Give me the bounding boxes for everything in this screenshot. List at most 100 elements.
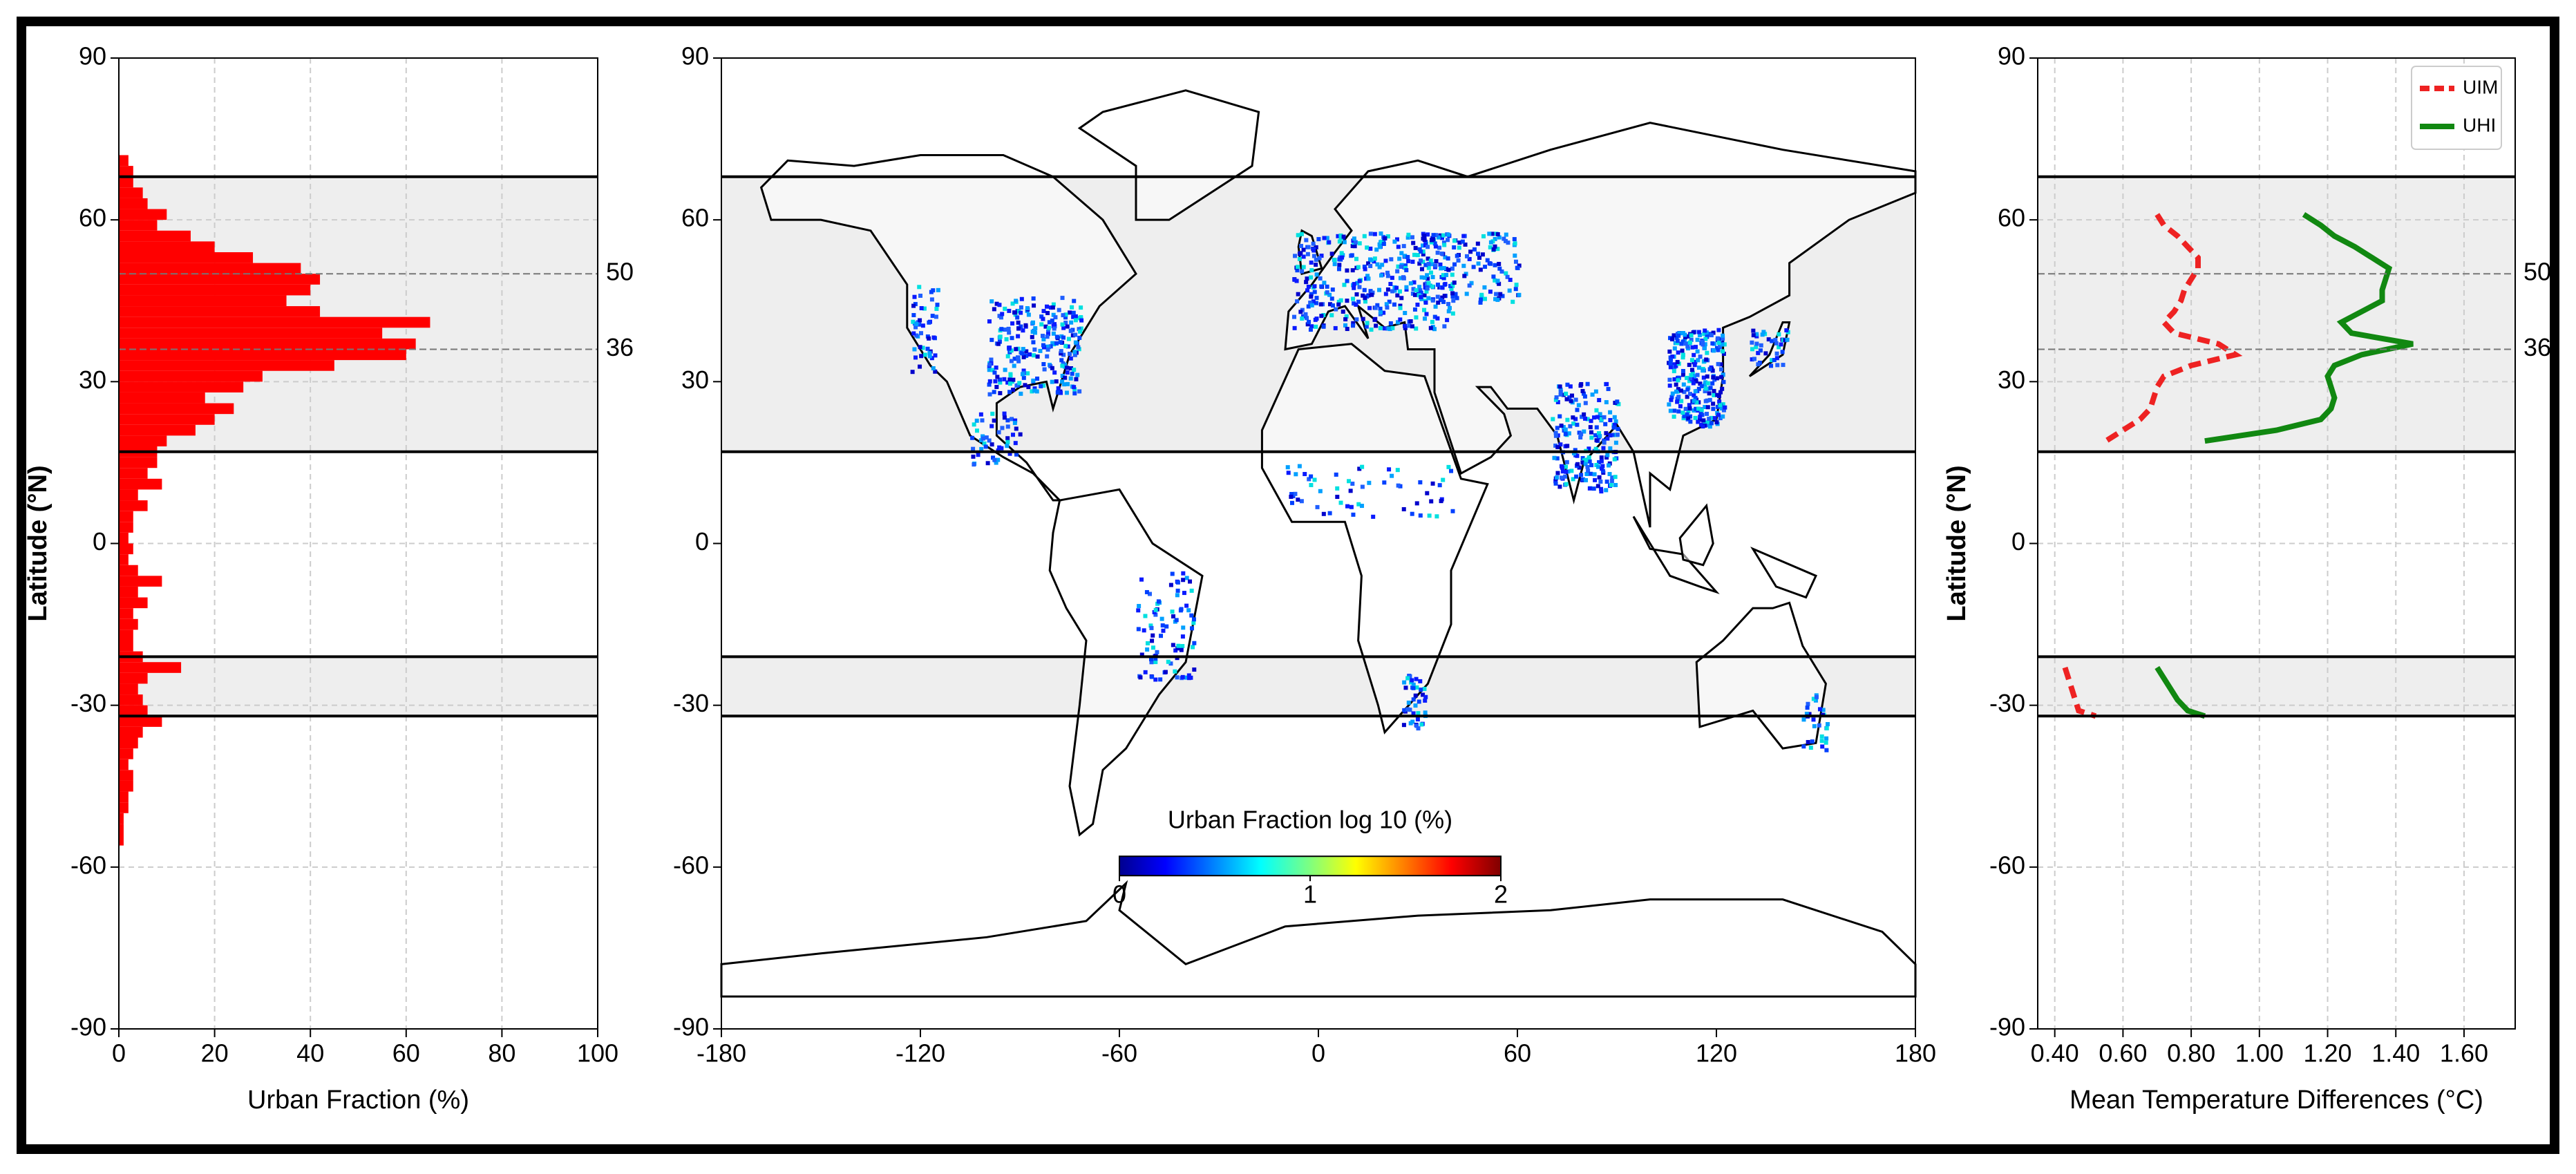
urban-pixel [1150, 638, 1155, 643]
urban-pixel [1719, 375, 1724, 379]
urban-pixel [1347, 479, 1352, 484]
urban-pixel [1812, 723, 1817, 728]
urban-pixel [1010, 336, 1014, 341]
urban-pixel [1703, 337, 1708, 341]
urban-pixel [1032, 347, 1037, 352]
urban-pixel [911, 303, 916, 308]
urban-pixel [1013, 441, 1018, 446]
urban-pixel [1592, 472, 1597, 477]
urban-pixel [1580, 455, 1585, 460]
bar [119, 370, 263, 382]
urban-pixel [1564, 464, 1569, 469]
urban-pixel [982, 441, 987, 446]
urban-pixel [1338, 500, 1343, 505]
urban-pixel [1068, 366, 1073, 370]
urban-pixel [1810, 739, 1815, 744]
bar [119, 360, 334, 371]
urban-pixel [1465, 254, 1470, 258]
urban-pixel [1159, 616, 1164, 621]
urban-pixel [1390, 473, 1394, 478]
urban-pixel [1385, 234, 1390, 239]
coastline [1750, 547, 1818, 599]
urban-pixel [1014, 452, 1019, 457]
urban-pixel [1561, 392, 1566, 397]
urban-pixel [1711, 375, 1716, 380]
urban-pixel [1564, 460, 1569, 464]
urban-pixel [1009, 359, 1014, 363]
urban-pixel [1354, 317, 1359, 322]
urban-pixel [1396, 483, 1401, 488]
urban-pixel [1440, 236, 1445, 240]
urban-pixel [1023, 383, 1027, 388]
urban-pixel [1027, 352, 1032, 357]
urban-pixel [1685, 344, 1690, 349]
urban-pixel [1783, 338, 1788, 343]
urban-pixel [1051, 312, 1056, 317]
bar [119, 155, 129, 167]
urban-pixel [1025, 306, 1030, 311]
urban-pixel [1398, 317, 1403, 322]
urban-pixel [1450, 266, 1455, 271]
urban-pixel [1365, 274, 1370, 278]
urban-pixel [1499, 269, 1504, 274]
urban-pixel [1583, 401, 1588, 406]
coastline [1678, 503, 1714, 567]
urban-pixel [1565, 382, 1570, 387]
urban-pixel [1770, 358, 1774, 363]
coastline [720, 880, 1917, 998]
urban-pixel [913, 355, 918, 360]
urban-pixel [1430, 284, 1435, 289]
urban-pixel [1598, 479, 1603, 484]
urban-pixel [933, 369, 938, 374]
urban-pixel [1005, 436, 1010, 441]
y-tick-label: 0 [695, 527, 709, 556]
urban-pixel [1390, 325, 1395, 330]
bar [119, 618, 138, 630]
urban-pixel [1079, 318, 1084, 323]
urban-pixel [1061, 361, 1066, 366]
urban-pixel [994, 460, 998, 465]
urban-pixel [1019, 305, 1023, 310]
urban-pixel [1002, 411, 1007, 416]
urban-pixel [1585, 464, 1590, 469]
urban-pixel [1720, 342, 1725, 347]
urban-pixel [1002, 377, 1007, 381]
urban-pixel [1377, 265, 1382, 269]
urban-pixel [1309, 275, 1314, 280]
urban-pixel [1775, 363, 1780, 368]
urban-pixel [1488, 240, 1493, 245]
urban-pixel [1718, 403, 1723, 408]
urban-pixel [1189, 626, 1194, 631]
urban-pixel [1679, 399, 1684, 404]
urban-pixel [1691, 330, 1696, 335]
urban-pixel [1667, 349, 1672, 354]
urban-pixel [1055, 390, 1060, 395]
urban-pixel [1050, 341, 1055, 345]
urban-pixel [1392, 302, 1396, 307]
urban-pixel [1564, 391, 1569, 396]
urban-pixel [1707, 367, 1712, 372]
x-tick-label: 1.40 [2371, 1039, 2420, 1068]
urban-pixel [1693, 415, 1698, 420]
urban-pixel [1588, 425, 1593, 430]
urban-pixel [1442, 243, 1447, 247]
urban-pixel [1512, 237, 1517, 242]
urban-pixel [1419, 267, 1424, 272]
urban-pixel [1456, 258, 1461, 263]
urban-pixel [1362, 264, 1367, 269]
urban-pixel [1569, 399, 1573, 404]
urban-pixel [1609, 482, 1613, 487]
urban-pixel [1712, 392, 1716, 397]
urban-pixel [1705, 405, 1710, 410]
urban-pixel [1035, 376, 1040, 381]
urban-pixel [1774, 356, 1779, 361]
urban-pixel [1446, 267, 1451, 272]
y-tick-label: -30 [673, 689, 709, 717]
urban-pixel [1598, 434, 1602, 439]
urban-pixel [1003, 306, 1007, 311]
urban-pixel [1299, 243, 1304, 248]
urban-pixel [1072, 368, 1077, 372]
urban-pixel [1586, 468, 1591, 473]
urban-pixel [1450, 509, 1455, 513]
colorbar [1119, 855, 1502, 877]
